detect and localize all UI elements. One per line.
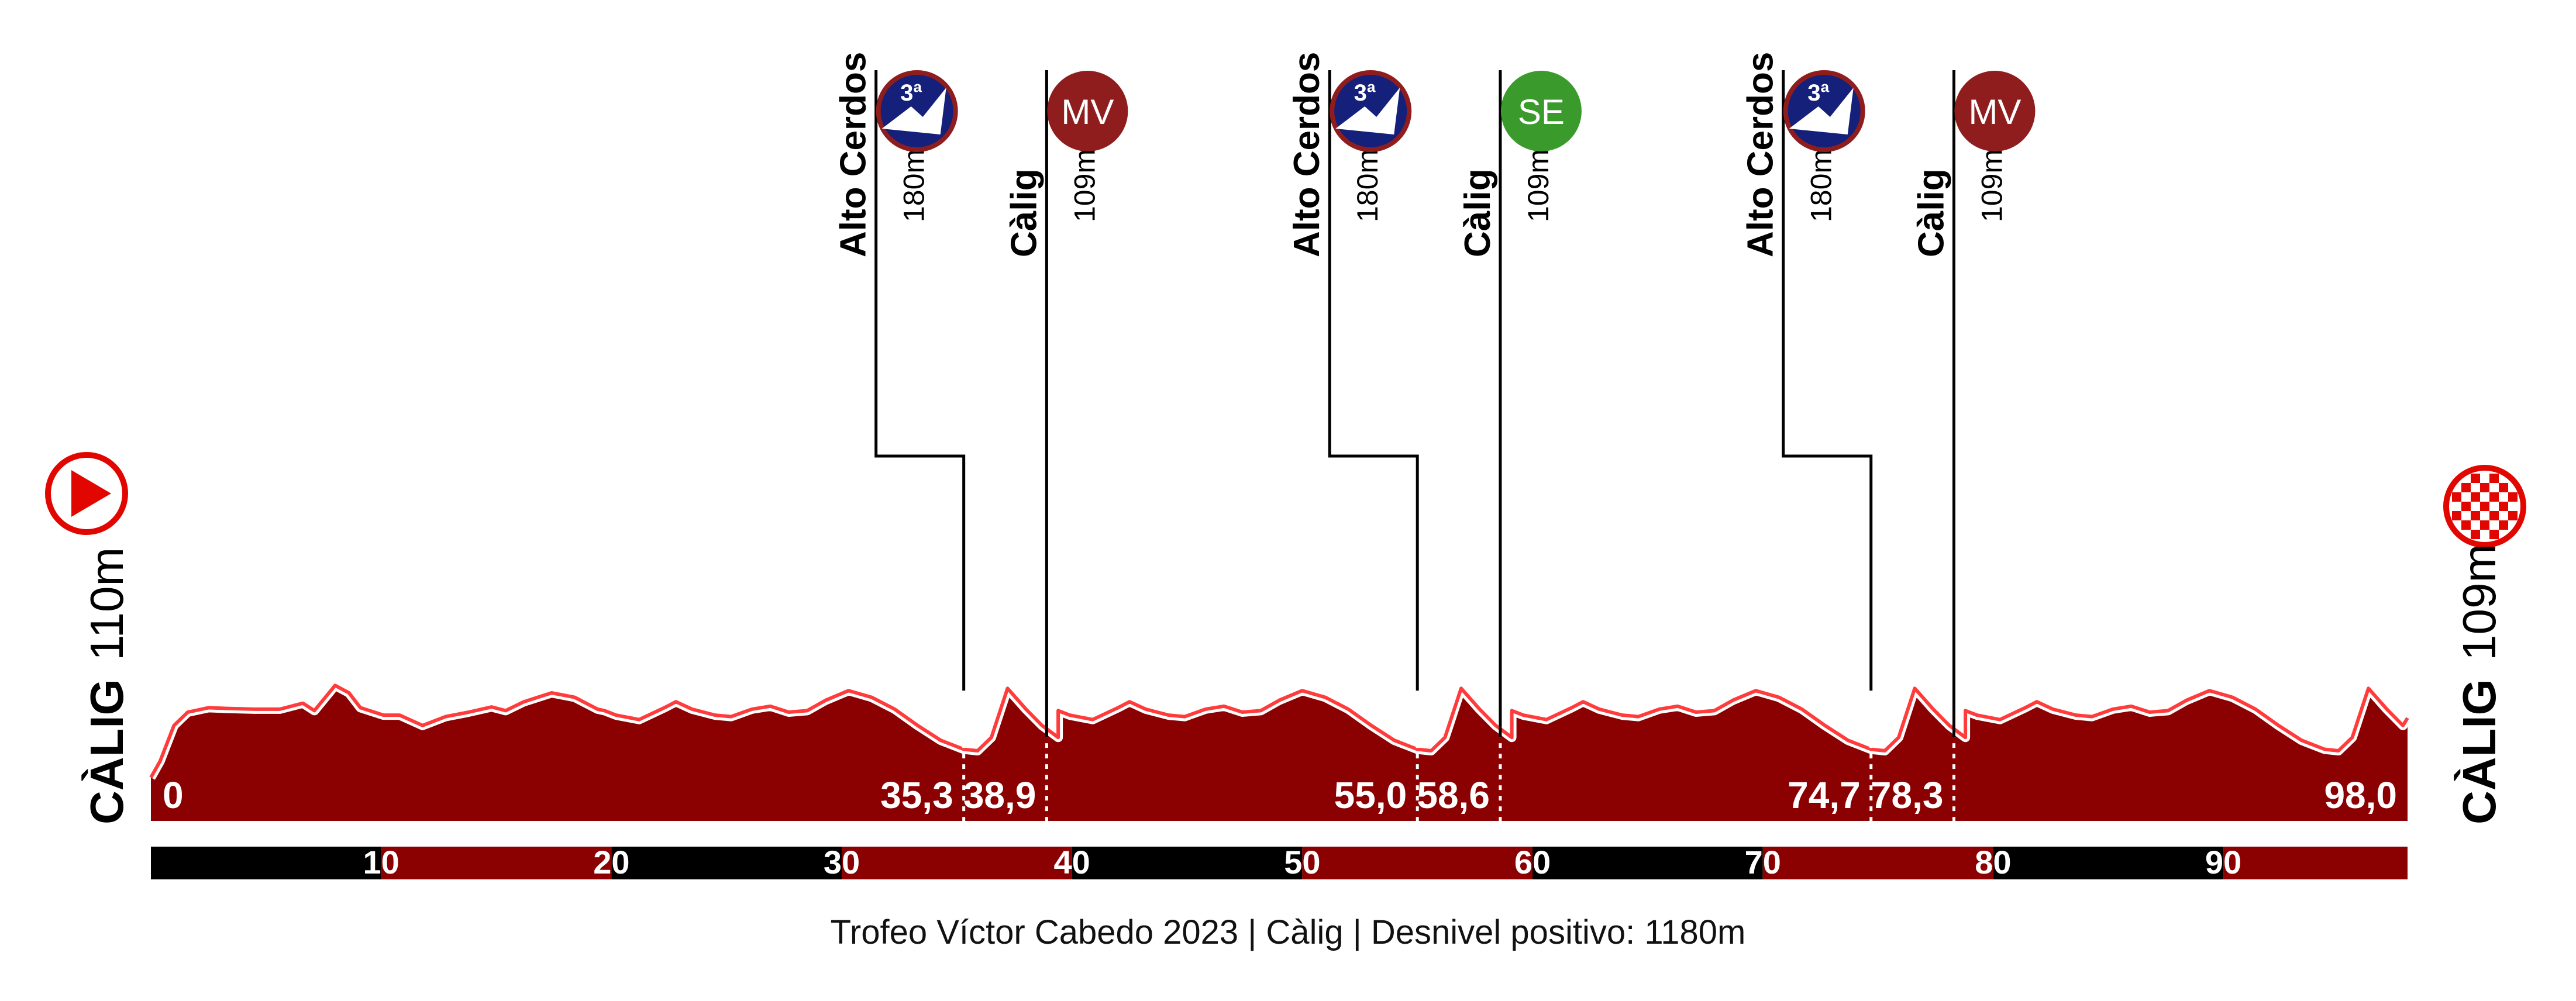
mountain-icon bbox=[1335, 88, 1400, 134]
checker-square bbox=[2471, 530, 2480, 539]
scale-segment bbox=[611, 847, 842, 879]
markers-layer: 0 35,3 38,9 55,0 58,6 74,7 78,3 98,0 Alto Cerdos… bbox=[163, 52, 2397, 821]
scale-tick-label: 50 bbox=[1284, 844, 1320, 881]
checker-square bbox=[2480, 520, 2489, 530]
km-label: 78,3 bbox=[1871, 774, 1944, 816]
checker-square bbox=[2461, 502, 2471, 511]
finish-marker: CÀLIG 109m bbox=[2443, 465, 2526, 824]
checker-square bbox=[2480, 483, 2489, 492]
profile-outline bbox=[149, 684, 2409, 779]
distance-scale: 10 20 30 40 50 60 70 80 90 bbox=[151, 844, 2408, 881]
start-marker: CÀLIG 110m bbox=[45, 452, 133, 824]
scale-tick-label: 20 bbox=[593, 844, 629, 881]
checker-square bbox=[2489, 492, 2499, 502]
checker-square bbox=[2471, 492, 2480, 502]
waypoint-name: Alto Cerdos bbox=[834, 52, 874, 257]
climb-category: 3ª bbox=[1807, 80, 1829, 106]
checker-square bbox=[2480, 502, 2489, 511]
finish-altitude: 109m bbox=[2453, 544, 2505, 661]
leader-line bbox=[874, 70, 966, 691]
finish-name: CÀLIG bbox=[2453, 679, 2505, 824]
checker-square bbox=[2489, 474, 2499, 483]
scale-tick-label: 80 bbox=[1975, 844, 2011, 881]
climb-waypoint: Alto Cerdos 180m 3ª bbox=[1287, 52, 1419, 691]
scale-tick-label: 60 bbox=[1514, 844, 1551, 881]
sprint-badge-label: MV bbox=[1968, 92, 2021, 132]
scale-tick-label: 40 bbox=[1054, 844, 1090, 881]
scale-tick-label: 30 bbox=[824, 844, 860, 881]
chart-caption: Trofeo Víctor Cabedo 2023 | Càlig | Desn… bbox=[831, 913, 1746, 951]
leader-line bbox=[1782, 70, 1873, 691]
mv-sprint-badge bbox=[1954, 71, 2036, 151]
sprint-badge-label: MV bbox=[1061, 92, 1114, 132]
waypoint-altitude: 180m bbox=[898, 149, 931, 222]
checker-square bbox=[2461, 520, 2471, 530]
checker-square bbox=[2499, 502, 2508, 511]
mountain-icon bbox=[881, 88, 946, 134]
km-label: 58,6 bbox=[1417, 774, 1490, 816]
checker-square bbox=[2471, 474, 2480, 483]
checker-square bbox=[2499, 520, 2508, 530]
waypoint-name: Càlig bbox=[1458, 168, 1498, 257]
waypoint-altitude: 180m bbox=[1805, 149, 1838, 222]
scale-segment bbox=[1302, 847, 1533, 879]
checker-square bbox=[2461, 483, 2471, 492]
checker-square bbox=[2489, 511, 2499, 520]
scale-segment bbox=[1762, 847, 1993, 879]
checker-square bbox=[2508, 492, 2518, 502]
scale-tick-label: 70 bbox=[1745, 844, 1781, 881]
waypoint-name: Càlig bbox=[1004, 168, 1044, 257]
mv-sprint-badge bbox=[1047, 71, 1128, 151]
km-label: 55,0 bbox=[1334, 774, 1407, 816]
mountain-icon bbox=[1789, 88, 1854, 134]
scale-segment bbox=[2223, 847, 2408, 879]
profile-layer bbox=[147, 681, 2412, 821]
checker-square bbox=[2452, 511, 2461, 520]
sprint-waypoint: Càlig 109m MV bbox=[1004, 70, 1128, 738]
sprint-badge-label: SE bbox=[1518, 92, 1565, 132]
km-label: 0 bbox=[163, 774, 184, 816]
scale-tick-label: 90 bbox=[2205, 844, 2241, 881]
scale-tick-label: 10 bbox=[363, 844, 400, 881]
checker-square bbox=[2471, 511, 2480, 520]
climb-category: 3ª bbox=[1354, 80, 1376, 106]
play-icon bbox=[71, 470, 111, 517]
waypoint-name: Alto Cerdos bbox=[1741, 52, 1781, 257]
waypoint-altitude: 109m bbox=[1068, 149, 1101, 222]
km-label: 38,9 bbox=[963, 774, 1036, 816]
km-label: 98,0 bbox=[2324, 774, 2397, 816]
waypoint-altitude: 180m bbox=[1351, 149, 1384, 222]
sprint-waypoint: Càlig 109m MV bbox=[1911, 70, 2036, 738]
km-label: 74,7 bbox=[1788, 774, 1861, 816]
waypoint-altitude: 109m bbox=[1975, 149, 2008, 222]
start-altitude: 110m bbox=[81, 547, 133, 661]
climb-category: 3ª bbox=[900, 80, 922, 106]
climb-waypoint: Alto Cerdos 180m 3ª bbox=[1741, 52, 1873, 691]
scale-segment bbox=[381, 847, 612, 879]
scale-segment bbox=[1532, 847, 1763, 879]
checker-square bbox=[2499, 483, 2508, 492]
km-label: 35,3 bbox=[880, 774, 953, 816]
checker-square bbox=[2489, 530, 2499, 539]
scale-segment bbox=[1993, 847, 2224, 879]
leader-line bbox=[1328, 70, 1419, 691]
scale-segment bbox=[1072, 847, 1303, 879]
waypoint-altitude: 109m bbox=[1522, 149, 1555, 222]
start-name: CÀLIG bbox=[81, 679, 133, 824]
waypoint-name: Alto Cerdos bbox=[1287, 52, 1327, 257]
scale-segment bbox=[842, 847, 1072, 879]
se-sprint-badge bbox=[1500, 71, 1582, 151]
climb-waypoint: Alto Cerdos 180m 3ª bbox=[834, 52, 966, 691]
waypoint-name: Càlig bbox=[1911, 168, 1951, 257]
checker-square bbox=[2452, 492, 2461, 502]
checker-square bbox=[2508, 511, 2518, 520]
sprint-waypoint: Càlig 109m SE bbox=[1458, 70, 1582, 738]
scale-segment bbox=[151, 847, 381, 879]
